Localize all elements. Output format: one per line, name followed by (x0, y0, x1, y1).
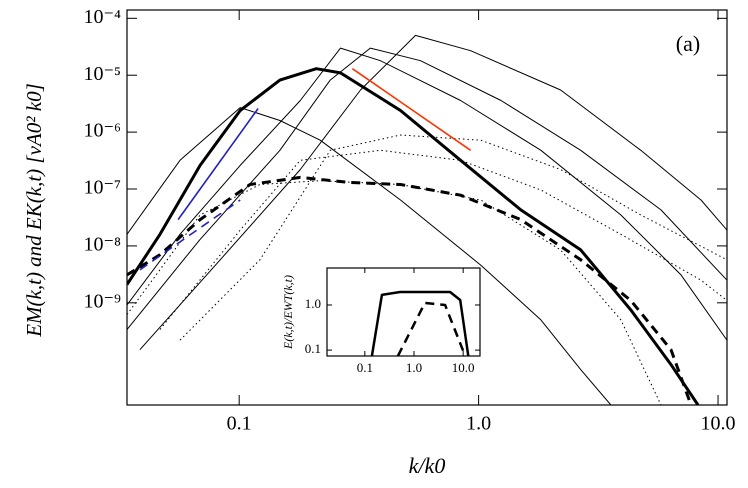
spectrum-line (177, 108, 259, 221)
y-tick-label: 10⁻⁵ (83, 63, 121, 85)
y-tick-label: 10⁻⁹ (83, 290, 121, 312)
y-tick-label: 10⁻⁶ (83, 120, 121, 142)
inset-y-label: E(k,t)/EWT(k,t) (281, 275, 295, 350)
plot-area (127, 34, 727, 405)
x-tick-label: 0.1 (227, 413, 252, 435)
x-tick-label: 1.0 (406, 360, 422, 375)
y-axis-label: EM(k,t) and EK(k,t) [vA0² k0] (22, 83, 46, 338)
spectrum-line (179, 134, 727, 341)
y-tick-label: 1.0 (305, 296, 321, 311)
spectrum-line (159, 149, 727, 330)
spectrum-line (127, 47, 727, 341)
plot-area (370, 290, 470, 356)
spectrum-line (127, 107, 612, 405)
x-tick-label: 10.0 (701, 413, 736, 435)
y-tick-label: 10⁻⁸ (83, 234, 121, 256)
spectrum-line (396, 301, 467, 356)
spectrum-line (351, 68, 472, 151)
y-tick-label: 10⁻⁴ (83, 6, 121, 28)
y-tick-label: 10⁻⁷ (83, 177, 121, 199)
x-tick-label: 0.1 (357, 360, 373, 375)
spectrum-line (139, 34, 727, 351)
spectrum-line (127, 67, 700, 405)
panel-label: (a) (676, 31, 700, 56)
inset-background (327, 268, 480, 356)
axes-frame (326, 267, 481, 357)
spectrum-line (139, 199, 241, 271)
y-tick-label: 0.1 (305, 341, 321, 356)
spectrum-line (127, 175, 693, 405)
x-tick-label: 10.0 (452, 360, 475, 375)
axes-frame (126, 9, 728, 406)
x-tick-label: 1.0 (466, 413, 491, 435)
spectrum-line (127, 47, 727, 330)
spectrum-line (370, 290, 470, 356)
x-axis-label: k/k0 (409, 453, 446, 478)
